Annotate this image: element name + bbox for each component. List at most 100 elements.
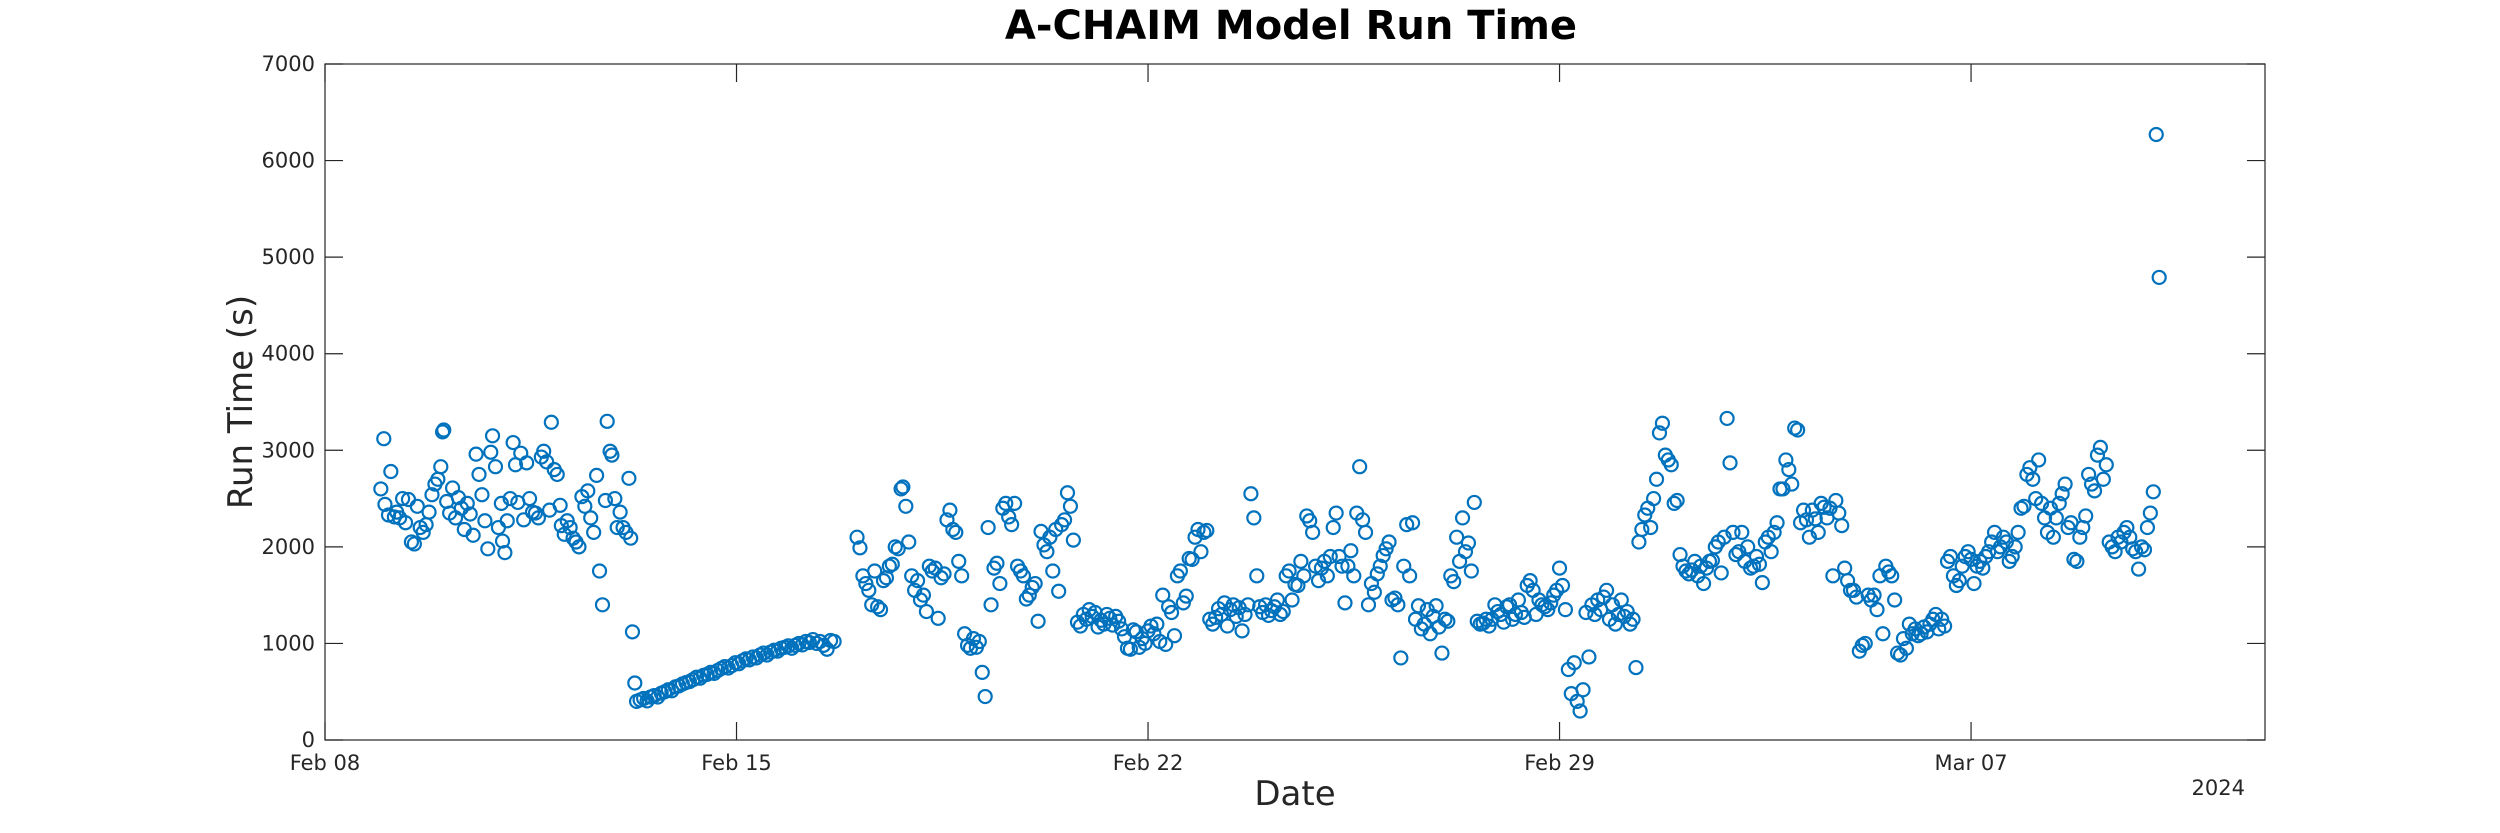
x-tick-label-1: Feb 15 [701, 751, 772, 775]
data-point-446 [1716, 529, 1732, 545]
data-point-594 [2151, 269, 2167, 286]
data-point-454 [1740, 539, 1756, 555]
data-point-199 [989, 555, 1005, 571]
data-point-90 [621, 470, 637, 486]
data-point-159 [872, 602, 889, 618]
data-point-320 [1346, 568, 1362, 584]
data-point-357 [1454, 510, 1471, 526]
data-point-184 [945, 521, 961, 538]
data-point-36 [474, 487, 490, 503]
data-point-463 [1766, 524, 1782, 540]
y-axis: 0 1000 2000 3000 4000 5000 6000 7000 [262, 52, 2265, 752]
data-point-211 [1024, 579, 1040, 596]
data-point-38 [480, 541, 496, 557]
data-point-287 [1249, 568, 1265, 584]
data-point-538 [1986, 524, 2003, 540]
data-point-180 [933, 570, 949, 586]
data-point-315 [1331, 548, 1347, 565]
data-point-47 [502, 490, 518, 507]
data-point-575 [2095, 471, 2111, 487]
data-point-174 [915, 587, 932, 603]
data-point-452 [1734, 524, 1750, 540]
x-tick-label-0: Feb 08 [290, 751, 361, 775]
data-point-464 [1769, 515, 1785, 531]
data-point-503 [1884, 568, 1900, 584]
data-point-195 [977, 688, 993, 705]
data-point-240 [1111, 613, 1127, 629]
data-point-467 [1778, 452, 1794, 468]
data-point-558 [2045, 529, 2061, 545]
data-point-487 [1837, 560, 1853, 576]
data-point-39 [483, 444, 499, 460]
data-point-86 [609, 519, 625, 536]
data-point-468 [1781, 462, 1797, 478]
data-point-270 [1199, 522, 1215, 539]
data-point-294 [1269, 592, 1285, 608]
data-point-391 [1554, 577, 1571, 594]
data-point-561 [2054, 486, 2070, 502]
data-point-69 [562, 519, 578, 536]
data-point-356 [1452, 553, 1468, 569]
data-point-92 [624, 624, 641, 640]
data-point-445 [1713, 565, 1729, 581]
data-point-53 [519, 455, 535, 471]
data-point-409 [1607, 616, 1623, 632]
data-point-187 [954, 568, 970, 584]
data-point-417 [1631, 534, 1647, 550]
data-point-526 [1951, 573, 1967, 589]
data-point-416 [1628, 659, 1644, 676]
data-point-574 [2092, 439, 2108, 455]
data-point-303 [1296, 568, 1312, 584]
data-point-398 [1575, 682, 1591, 698]
data-point-48 [505, 434, 521, 451]
data-point-84 [604, 447, 620, 463]
data-point-34 [468, 446, 484, 462]
data-point-337 [1396, 558, 1412, 574]
data-point-458 [1751, 556, 1768, 572]
data-point-143 [801, 634, 818, 651]
data-point-339 [1402, 568, 1418, 584]
data-point-35 [471, 466, 487, 483]
data-point-523 [1942, 548, 1959, 565]
data-point-79 [591, 563, 608, 579]
data-point-486 [1834, 518, 1850, 534]
data-point-179 [930, 610, 946, 626]
data-point-15 [415, 524, 431, 540]
data-point-151 [849, 529, 865, 545]
data-point-507 [1895, 630, 1912, 647]
data-point-137 [780, 638, 796, 654]
data-point-75 [580, 483, 596, 499]
data-point-203 [1001, 509, 1017, 525]
data-point-218 [1045, 563, 1061, 579]
data-point-181 [936, 566, 952, 582]
data-point-559 [2048, 510, 2064, 526]
data-point-299 [1284, 592, 1300, 608]
data-point-546 [2010, 524, 2026, 540]
data-point-418 [1634, 521, 1650, 538]
y-tick-label-1: 1000 [262, 631, 315, 655]
data-point-361 [1466, 494, 1482, 511]
chart-title: A-CHAIM Model Run Time [1005, 3, 1577, 49]
data-point-422 [1646, 490, 1662, 507]
data-point-1 [376, 431, 392, 447]
data-point-354 [1446, 574, 1462, 590]
data-point-311 [1319, 568, 1335, 584]
data-point-332 [1381, 534, 1397, 550]
data-point-172 [909, 573, 926, 589]
data-point-569 [2078, 508, 2094, 524]
data-point-295 [1272, 606, 1288, 623]
data-point-40 [484, 428, 501, 444]
data-point-17 [421, 504, 437, 520]
data-point-268 [1193, 544, 1209, 560]
data-point-205 [1006, 495, 1023, 511]
data-point-545 [2007, 539, 2023, 555]
data-point-371 [1496, 614, 1512, 630]
data-point-272 [1205, 616, 1221, 632]
data-point-91 [623, 530, 639, 546]
data-point-157 [867, 563, 883, 579]
data-point-224 [1062, 498, 1079, 514]
data-point-262 [1175, 595, 1191, 611]
data-point-475 [1801, 529, 1817, 545]
data-point-424 [1651, 425, 1668, 441]
data-point-18 [424, 487, 440, 503]
